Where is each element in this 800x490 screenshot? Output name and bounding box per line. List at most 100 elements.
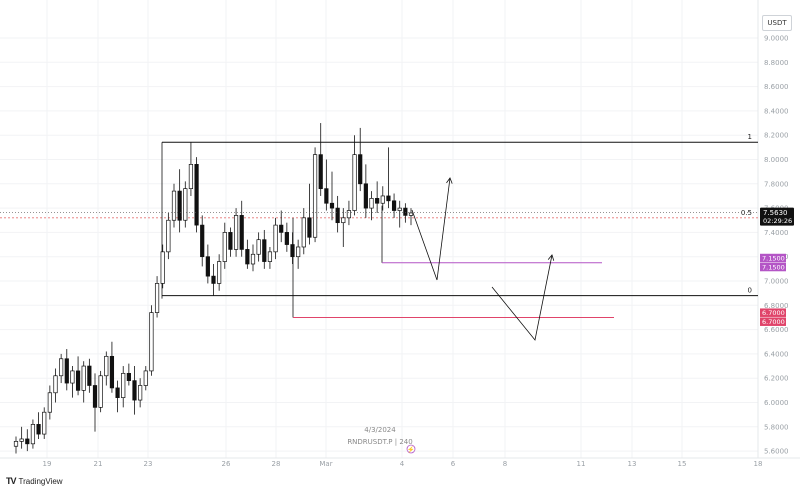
watermark-symbol: RNDRUSDT.P | 240 (347, 438, 412, 446)
fib-level-label: 0.5 (741, 209, 752, 217)
candle (211, 263, 216, 296)
candle (391, 193, 397, 218)
tradingview-logo-icon: TV (6, 476, 16, 486)
candle-body (262, 239, 267, 262)
time-axis-tick-label: 11 (577, 460, 586, 468)
candle-body (30, 424, 36, 445)
price-axis-tick-label: 6.0000 (764, 399, 789, 407)
price-axis-tick-label: 6.4000 (764, 350, 789, 358)
price-axis-tick-label: 7.0000 (764, 278, 789, 286)
candle-body (397, 207, 402, 211)
level-price-tag-text: 7.1500 (762, 263, 785, 271)
candle-body (200, 224, 205, 258)
candle-body (132, 380, 137, 401)
tradingview-brand-text: TradingView (18, 476, 63, 486)
candle-body (369, 198, 374, 209)
price-axis-tick-label: 5.6000 (764, 448, 789, 456)
candle-body (42, 411, 47, 435)
candle (98, 370, 103, 413)
candle (177, 169, 182, 233)
projection-path[interactable] (411, 177, 451, 281)
price-axis-tick-label: 8.2000 (764, 132, 789, 140)
candle (30, 419, 36, 449)
fib-level-label: 0 (748, 287, 752, 295)
price-axis-tick-label: 9.0000 (764, 35, 789, 43)
candle (290, 232, 295, 264)
candle-body (222, 232, 227, 262)
candle-body (154, 283, 160, 313)
candle (239, 200, 244, 257)
candle (149, 305, 154, 376)
candle-body (296, 246, 301, 258)
candle-body (59, 358, 64, 377)
arrow-head (446, 177, 453, 184)
level-price-tag[interactable] (760, 308, 786, 317)
candle (324, 159, 329, 211)
candle (160, 244, 165, 289)
projection-path[interactable] (491, 254, 553, 341)
candle (335, 195, 340, 233)
candle-body (98, 375, 103, 408)
level-price-tag[interactable] (760, 317, 786, 326)
candle (245, 239, 250, 269)
candle-body (239, 215, 244, 250)
candle-body (312, 154, 318, 238)
time-axis-tick-label: 26 (222, 460, 231, 468)
candle-body (290, 244, 295, 258)
candle (307, 183, 312, 245)
fib-level-label: 1 (748, 133, 752, 141)
price-axis-tick-label: 8.8000 (764, 59, 789, 67)
current-price-tag[interactable] (760, 207, 794, 226)
candle (301, 208, 306, 255)
candle-body (245, 249, 250, 265)
price-axis-tick-label: 6.2000 (764, 375, 789, 383)
candle (403, 203, 408, 223)
currency-button[interactable]: USDT (762, 15, 792, 31)
candle-body (160, 251, 165, 284)
candle-body (324, 188, 329, 204)
candle-body (166, 219, 171, 253)
candle (262, 229, 267, 269)
level-price-tag[interactable] (760, 262, 786, 272)
time-axis-tick-label: 23 (144, 460, 153, 468)
candle-body (194, 164, 199, 226)
candle (217, 254, 222, 291)
time-axis-tick-label: 18 (754, 460, 763, 468)
grid-lines (0, 0, 759, 458)
candle-body (138, 385, 143, 401)
candle-body (177, 190, 182, 221)
candle (318, 123, 323, 196)
candle-body (92, 385, 98, 408)
candle (47, 385, 52, 420)
candle (154, 276, 160, 318)
candle-body (36, 424, 41, 435)
bolt-icon[interactable] (406, 444, 416, 454)
candle (352, 135, 357, 216)
candle-body (183, 188, 188, 221)
candle (115, 380, 120, 413)
candle-body (53, 375, 58, 394)
candle (284, 222, 289, 252)
level-price-tag[interactable] (760, 253, 786, 263)
bolt-icon-glyph: ⚡ (407, 446, 414, 454)
candle (64, 349, 69, 391)
drawings-layer: 10.50 (0, 133, 758, 341)
candle-body (358, 154, 363, 185)
price-axis-tick-label: 8.6000 (764, 83, 789, 91)
tradingview-logo[interactable]: TV TradingView (6, 476, 63, 486)
time-axis[interactable]: 19 21 23 26 28 Mar 4 6 8 11 13 15 18 (43, 460, 763, 468)
candle-body (109, 355, 115, 389)
candle-body (47, 392, 52, 413)
candle (87, 358, 92, 393)
candle-body (346, 210, 352, 219)
candle (346, 200, 352, 226)
candle-body (19, 438, 24, 442)
candle (81, 361, 86, 403)
candle (233, 208, 239, 257)
candle (53, 368, 58, 403)
time-axis-tick-label: 4 (400, 460, 405, 468)
candle-body (121, 372, 126, 398)
price-axis[interactable]: 9.0000 8.8000 8.6000 8.4000 8.2000 8.0000 7.80… (764, 35, 789, 456)
